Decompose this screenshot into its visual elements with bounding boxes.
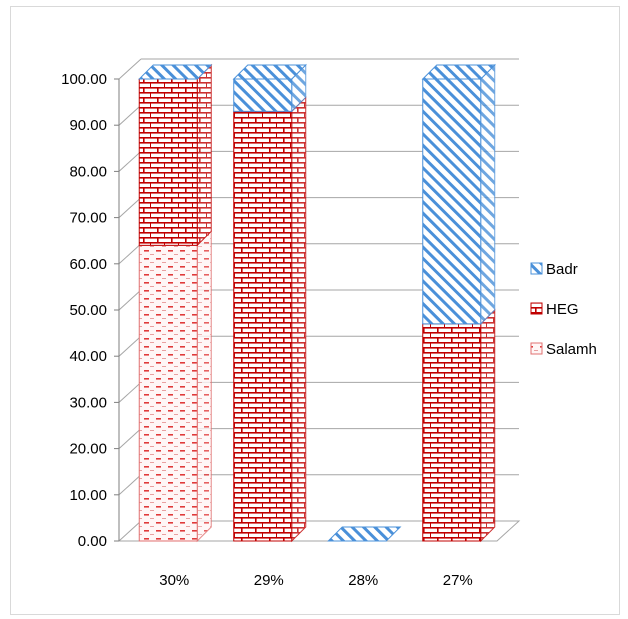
bar-badr <box>422 78 482 325</box>
legend-label: HEG <box>546 301 579 318</box>
gridline-side <box>118 289 142 311</box>
y-tick-label: 40.00 <box>69 348 107 365</box>
bar-side-heg <box>196 63 212 247</box>
bar-heg <box>138 78 198 246</box>
x-category-label: 27% <box>443 572 473 589</box>
legend-label: Salamh <box>546 341 597 358</box>
legend-swatch <box>530 302 543 315</box>
chart-frame: 0.00 10.00 20.00 30.00 40.00 50.00 60.00 70.00 8… <box>10 6 620 615</box>
gridline-side <box>118 382 142 403</box>
bar-heg <box>422 323 482 542</box>
gridline-side <box>118 474 142 496</box>
bar-side-heg <box>291 96 307 543</box>
bar-top-cap <box>232 64 307 80</box>
y-axis: 0.00 10.00 20.00 30.00 40.00 50.00 60.00 70.00 8… <box>61 71 120 550</box>
gridline-side <box>118 428 142 449</box>
legend-swatch <box>530 342 543 355</box>
bar-top-cap <box>421 64 496 80</box>
gridline-side <box>118 243 142 265</box>
gridline-side <box>118 197 142 218</box>
y-tick-label: 10.00 <box>69 487 107 504</box>
y-tick-label: 30.00 <box>69 394 107 411</box>
bar-salamh <box>138 244 198 542</box>
bar-heg <box>233 110 293 542</box>
x-category-label: 29% <box>254 572 284 589</box>
y-tick-label: 50.00 <box>69 302 107 319</box>
bar-top-cap <box>138 64 213 80</box>
bar-side-heg <box>480 308 496 543</box>
bar-side-badr <box>480 63 496 326</box>
y-tick-label: 60.00 <box>69 256 107 273</box>
stacked-bar-chart: 0.00 10.00 20.00 30.00 40.00 50.00 60.00 70.00 8… <box>61 58 597 589</box>
y-tick-label: 20.00 <box>69 441 107 458</box>
gridline-side <box>118 335 142 357</box>
y-tick-label: 0.00 <box>78 533 107 550</box>
bar-side-salamh <box>196 230 212 543</box>
x-axis-categories: 30% 29% 28% 27% <box>159 572 473 589</box>
bar-top-cap <box>327 526 402 542</box>
y-tick-label: 70.00 <box>69 210 107 227</box>
bar-badr <box>233 78 293 112</box>
legend: Badr HEG Salamh <box>530 261 597 358</box>
y-tick-label: 100.00 <box>61 71 107 88</box>
gridline-side <box>118 58 142 80</box>
bars-layer <box>138 63 496 543</box>
x-category-label: 30% <box>159 572 189 589</box>
gridline-side <box>118 151 142 172</box>
x-category-label: 28% <box>348 572 378 589</box>
y-tick-label: 80.00 <box>69 163 107 180</box>
y-tick-label: 90.00 <box>69 117 107 134</box>
legend-label: Badr <box>546 261 578 278</box>
gridline-side <box>118 104 142 126</box>
legend-swatch <box>530 262 543 275</box>
